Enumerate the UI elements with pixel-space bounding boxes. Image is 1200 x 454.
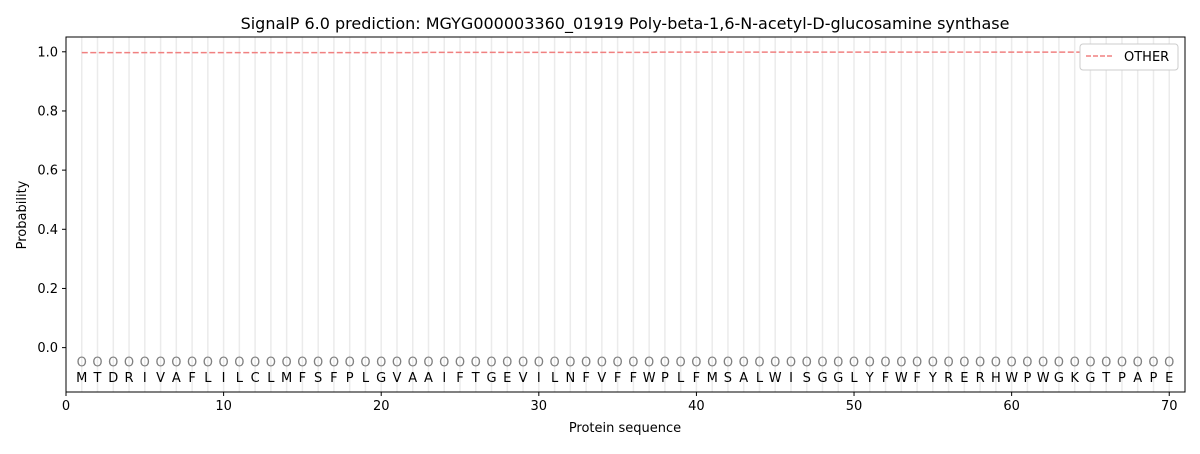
residue-38: P <box>661 371 669 386</box>
residue-44: L <box>756 371 764 386</box>
residue-51: Y <box>865 371 874 386</box>
residue-32: N <box>565 371 575 386</box>
residue-12: C <box>251 371 260 386</box>
y-tick-label: 0.0 <box>37 341 58 356</box>
x-tick-label: 40 <box>688 399 705 414</box>
x-tick-label: 0 <box>62 399 70 414</box>
residue-60: W <box>1005 371 1018 386</box>
residue-16: S <box>314 371 322 386</box>
residue-46: I <box>789 371 793 386</box>
residue-31: L <box>551 371 559 386</box>
residue-65: G <box>1085 371 1095 386</box>
residue-43: A <box>739 371 748 386</box>
residue-42: S <box>724 371 732 386</box>
predicted-labels: OOOOOOOOOOOOOOOOOOOOOOOOOOOOOOOOOOOOOOOO… <box>77 355 1175 370</box>
residue-52: F <box>882 371 889 386</box>
residue-27: G <box>486 371 496 386</box>
x-tick-label: 70 <box>1161 399 1178 414</box>
residue-6: V <box>156 371 165 386</box>
residue-37: W <box>643 371 656 386</box>
x-tick-label: 60 <box>1003 399 1020 414</box>
residue-69: P <box>1150 371 1158 386</box>
residue-11: L <box>236 371 244 386</box>
residue-20: G <box>376 371 386 386</box>
residue-30: I <box>537 371 541 386</box>
residue-17: F <box>330 371 337 386</box>
residue-50: L <box>850 371 858 386</box>
residue-34: V <box>597 371 606 386</box>
residue-33: F <box>582 371 589 386</box>
residue-53: W <box>895 371 908 386</box>
residue-1: M <box>76 371 87 386</box>
residue-66: T <box>1101 371 1110 386</box>
y-tick-label: 0.2 <box>37 282 58 297</box>
residue-14: M <box>281 371 292 386</box>
x-tick-label: 20 <box>373 399 390 414</box>
residue-26: T <box>471 371 480 386</box>
x-tick-label: 50 <box>846 399 863 414</box>
residue-55: Y <box>928 371 937 386</box>
x-axis-label: Protein sequence <box>569 421 681 436</box>
y-tick-label: 1.0 <box>37 45 58 60</box>
residue-5: I <box>143 371 147 386</box>
residue-36: F <box>630 371 637 386</box>
residue-28: E <box>503 371 511 386</box>
residue-54: F <box>913 371 920 386</box>
residue-22: A <box>408 371 417 386</box>
residue-64: K <box>1070 371 1079 386</box>
residue-56: R <box>944 371 953 386</box>
residue-57: E <box>960 371 968 386</box>
residue-7: A <box>172 371 181 386</box>
residue-15: F <box>299 371 306 386</box>
residue-58: R <box>976 371 985 386</box>
y-tick-label: 0.4 <box>37 223 58 238</box>
residue-4: R <box>125 371 134 386</box>
residue-21: V <box>393 371 402 386</box>
residue-41: M <box>707 371 718 386</box>
residue-62: W <box>1037 371 1050 386</box>
legend-label-other: OTHER <box>1124 50 1169 65</box>
residue-24: I <box>442 371 446 386</box>
residue-19: L <box>362 371 370 386</box>
residue-25: F <box>456 371 463 386</box>
residue-47: S <box>803 371 811 386</box>
residue-8: F <box>188 371 195 386</box>
residue-67: P <box>1118 371 1126 386</box>
plot-frame <box>65 36 1186 393</box>
residue-63: G <box>1054 371 1064 386</box>
residue-45: W <box>769 371 782 386</box>
x-tick-label: 30 <box>531 399 548 414</box>
residue-49: G <box>833 371 843 386</box>
series-line-other <box>81 51 1170 54</box>
residue-59: H <box>991 371 1001 386</box>
residue-18: P <box>346 371 354 386</box>
residue-29: V <box>519 371 528 386</box>
y-axis-label: Probability <box>15 180 30 249</box>
residue-35: F <box>614 371 621 386</box>
y-tick-label: 0.8 <box>37 104 58 119</box>
residue-61: P <box>1023 371 1031 386</box>
residue-40: F <box>693 371 700 386</box>
residue-2: T <box>93 371 102 386</box>
residue-3: D <box>108 371 118 386</box>
residue-13: L <box>267 371 275 386</box>
x-tick-label: 10 <box>215 399 232 414</box>
residue-10: I <box>222 371 226 386</box>
chart-title: SignalP 6.0 prediction: MGYG000003360_01… <box>241 14 1010 34</box>
residue-70: E <box>1165 371 1173 386</box>
residue-23: A <box>424 371 433 386</box>
residue-48: G <box>817 371 827 386</box>
residue-9: L <box>204 371 212 386</box>
residue-68: A <box>1133 371 1142 386</box>
y-tick-label: 0.6 <box>37 164 58 179</box>
residue-39: L <box>677 371 685 386</box>
legend: OTHER <box>1079 43 1179 71</box>
